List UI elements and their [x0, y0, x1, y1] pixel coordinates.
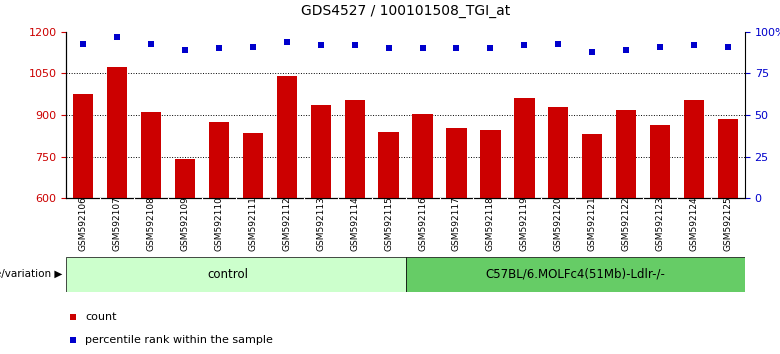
- Point: [314, 42, 327, 48]
- Point: [484, 46, 497, 51]
- Text: GSM592121: GSM592121: [587, 196, 597, 251]
- Bar: [718, 119, 738, 198]
- Bar: [406, 257, 745, 292]
- Bar: [650, 125, 670, 198]
- Bar: [616, 109, 636, 198]
- Point: [179, 47, 191, 53]
- Bar: [73, 94, 94, 198]
- Text: genotype/variation ▶: genotype/variation ▶: [0, 269, 62, 279]
- Point: [111, 34, 123, 40]
- Point: [77, 41, 90, 46]
- Point: [518, 42, 530, 48]
- Bar: [582, 135, 602, 198]
- Point: [586, 49, 598, 55]
- Bar: [413, 114, 433, 198]
- Text: GSM592114: GSM592114: [350, 196, 360, 251]
- Bar: [243, 133, 263, 198]
- Bar: [277, 76, 297, 198]
- Bar: [480, 130, 501, 198]
- Bar: [175, 159, 195, 198]
- Bar: [209, 122, 229, 198]
- Text: GSM592107: GSM592107: [112, 196, 122, 251]
- Point: [722, 44, 734, 50]
- Point: [281, 39, 293, 45]
- Bar: [378, 132, 399, 198]
- Bar: [446, 127, 466, 198]
- Bar: [345, 100, 365, 198]
- Bar: [107, 67, 127, 198]
- Text: C57BL/6.MOLFc4(51Mb)-Ldlr-/-: C57BL/6.MOLFc4(51Mb)-Ldlr-/-: [485, 268, 665, 281]
- Bar: [548, 107, 569, 198]
- Text: GSM592109: GSM592109: [180, 196, 190, 251]
- Bar: [66, 257, 406, 292]
- Text: GDS4527 / 100101508_TGI_at: GDS4527 / 100101508_TGI_at: [301, 4, 510, 18]
- Text: GSM592124: GSM592124: [690, 196, 699, 251]
- Text: GSM592115: GSM592115: [384, 196, 393, 251]
- Text: GSM592116: GSM592116: [418, 196, 427, 251]
- Text: GSM592123: GSM592123: [655, 196, 665, 251]
- Text: GSM592119: GSM592119: [519, 196, 529, 251]
- Point: [417, 46, 429, 51]
- Text: GSM592120: GSM592120: [554, 196, 563, 251]
- Text: GSM592122: GSM592122: [622, 196, 631, 251]
- Point: [67, 337, 80, 343]
- Point: [213, 46, 225, 51]
- Point: [654, 44, 666, 50]
- Text: GSM592108: GSM592108: [147, 196, 156, 251]
- Text: GSM592117: GSM592117: [452, 196, 461, 251]
- Text: GSM592125: GSM592125: [723, 196, 732, 251]
- Text: control: control: [207, 268, 248, 281]
- Point: [688, 42, 700, 48]
- Text: GSM592112: GSM592112: [282, 196, 292, 251]
- Bar: [514, 98, 534, 198]
- Bar: [684, 100, 704, 198]
- Bar: [141, 112, 161, 198]
- Text: GSM592118: GSM592118: [486, 196, 495, 251]
- Text: GSM592111: GSM592111: [248, 196, 257, 251]
- Point: [552, 41, 565, 46]
- Point: [246, 44, 259, 50]
- Bar: [310, 105, 331, 198]
- Text: GSM592106: GSM592106: [79, 196, 88, 251]
- Point: [620, 47, 633, 53]
- Text: GSM592110: GSM592110: [215, 196, 224, 251]
- Text: count: count: [85, 312, 116, 322]
- Point: [145, 41, 158, 46]
- Point: [67, 314, 80, 320]
- Text: percentile rank within the sample: percentile rank within the sample: [85, 335, 273, 346]
- Point: [450, 46, 463, 51]
- Point: [382, 46, 395, 51]
- Text: GSM592113: GSM592113: [316, 196, 325, 251]
- Point: [349, 42, 361, 48]
